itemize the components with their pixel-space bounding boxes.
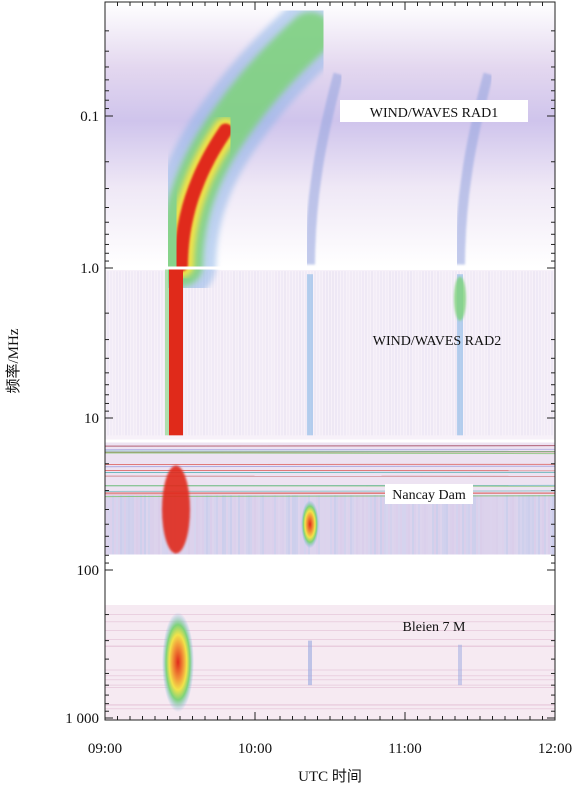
rad2-burst (307, 274, 313, 436)
nancay-rfi-line (105, 445, 555, 447)
panel-label-nancay: Nancay Dam (385, 484, 473, 504)
panel-label-rad2: WIND/WAVES RAD2 (373, 334, 501, 349)
nancay-main-burst (162, 465, 190, 554)
nancay-rfi-line (105, 452, 555, 455)
panel-separator (105, 554, 555, 558)
panel-label-bleien-text: Bleien 7 M (403, 620, 467, 635)
x-tick-label: 11:00 (388, 741, 422, 757)
rad2-main-burst-edge (165, 268, 169, 436)
nancay-rfi-line (105, 451, 555, 453)
bleien-main-burst (162, 612, 194, 713)
panel-label-rad1-bg (340, 100, 528, 122)
y-tick-label: 1.0 (80, 261, 99, 277)
rad1-burst-red (174, 123, 233, 272)
x-axis-title: UTC 时间 (298, 768, 362, 785)
burst-features (105, 2, 555, 713)
y-tick-label: 100 (77, 563, 100, 579)
panel-separator (105, 266, 555, 270)
y-axis-title: 频率/MHz (5, 328, 22, 393)
y-tick-label: 0.1 (80, 109, 99, 125)
spectrogram-image (105, 2, 555, 720)
x-tick-label: 09:00 (88, 741, 122, 757)
y-tick-label: 1 000 (65, 711, 99, 727)
x-tick-label: 10:00 (238, 741, 272, 757)
rad2-main-burst (169, 268, 183, 436)
rad1-burst-faint (305, 72, 344, 265)
panel-label-bleien: Bleien 7 M (403, 620, 467, 635)
axes: 09:00 10:00 11:00 12:00 0.1 1.0 10 100 1 000 (65, 2, 572, 757)
panel-label-nancay-bg (385, 484, 473, 504)
panel-label-rad1: WIND/WAVES RAD1 (340, 100, 528, 122)
y-tick-label: 10 (84, 411, 99, 427)
bleien-burst-3 (458, 644, 462, 686)
bleien-burst-2 (308, 640, 312, 686)
rad2-burst (457, 274, 463, 436)
panel-separator (105, 439, 555, 443)
panel-label-nancay-text: Nancay Dam (392, 488, 466, 503)
panel-label-rad2-text: WIND/WAVES RAD2 (373, 334, 501, 349)
rad2-burst-green (454, 276, 466, 321)
nancay-burst-2 (301, 500, 319, 549)
x-tick-label: 12:00 (538, 741, 572, 757)
panel-label-rad1-text: WIND/WAVES RAD1 (370, 106, 498, 121)
spectrogram-texture (105, 271, 555, 710)
gap-background (105, 557, 555, 605)
